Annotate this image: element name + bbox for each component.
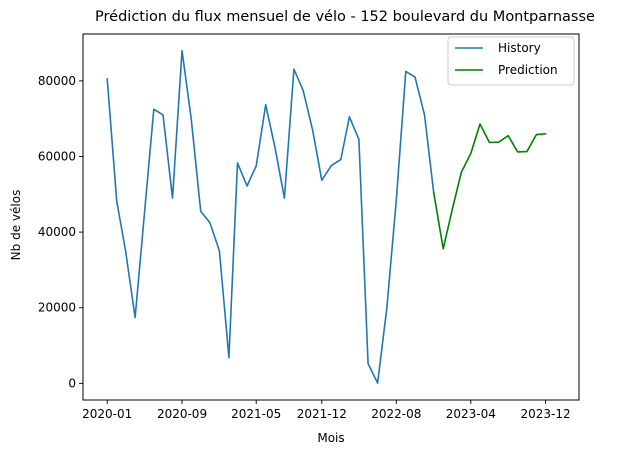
y-axis-ticks: 0 20000 40000 60000 80000 xyxy=(38,74,83,390)
y-tick-label: 20000 xyxy=(38,301,76,315)
chart-title: Prédiction du flux mensuel de vélo - 152… xyxy=(95,9,595,25)
x-tick-label: 2021-12 xyxy=(297,407,347,421)
legend-label-history: History xyxy=(498,41,541,55)
x-tick-label: 2023-04 xyxy=(446,407,496,421)
x-tick-label: 2020-09 xyxy=(157,407,207,421)
series-line-prediction xyxy=(432,123,547,250)
legend-box xyxy=(447,36,575,86)
x-tick-label: 2023-12 xyxy=(521,407,571,421)
y-tick-label: 60000 xyxy=(38,150,76,164)
x-axis-label: Mois xyxy=(317,431,344,445)
y-tick-label: 80000 xyxy=(38,74,76,88)
legend-label-prediction: Prediction xyxy=(498,63,558,77)
x-tick-label: 2021-05 xyxy=(231,407,281,421)
y-tick-label: 0 xyxy=(68,376,76,390)
x-axis-ticks: 2020-01 2020-09 2021-05 2021-12 2022-08 2023-… xyxy=(82,400,571,421)
x-tick-label: 2020-01 xyxy=(82,407,132,421)
x-tick-label: 2022-08 xyxy=(371,407,421,421)
y-tick-label: 40000 xyxy=(38,225,76,239)
series-line-history xyxy=(106,49,435,384)
legend: History Prediction xyxy=(447,36,575,86)
series-layer xyxy=(106,49,547,384)
plot-area-frame xyxy=(82,33,580,401)
y-axis-label: Nb de vélos xyxy=(9,190,23,261)
